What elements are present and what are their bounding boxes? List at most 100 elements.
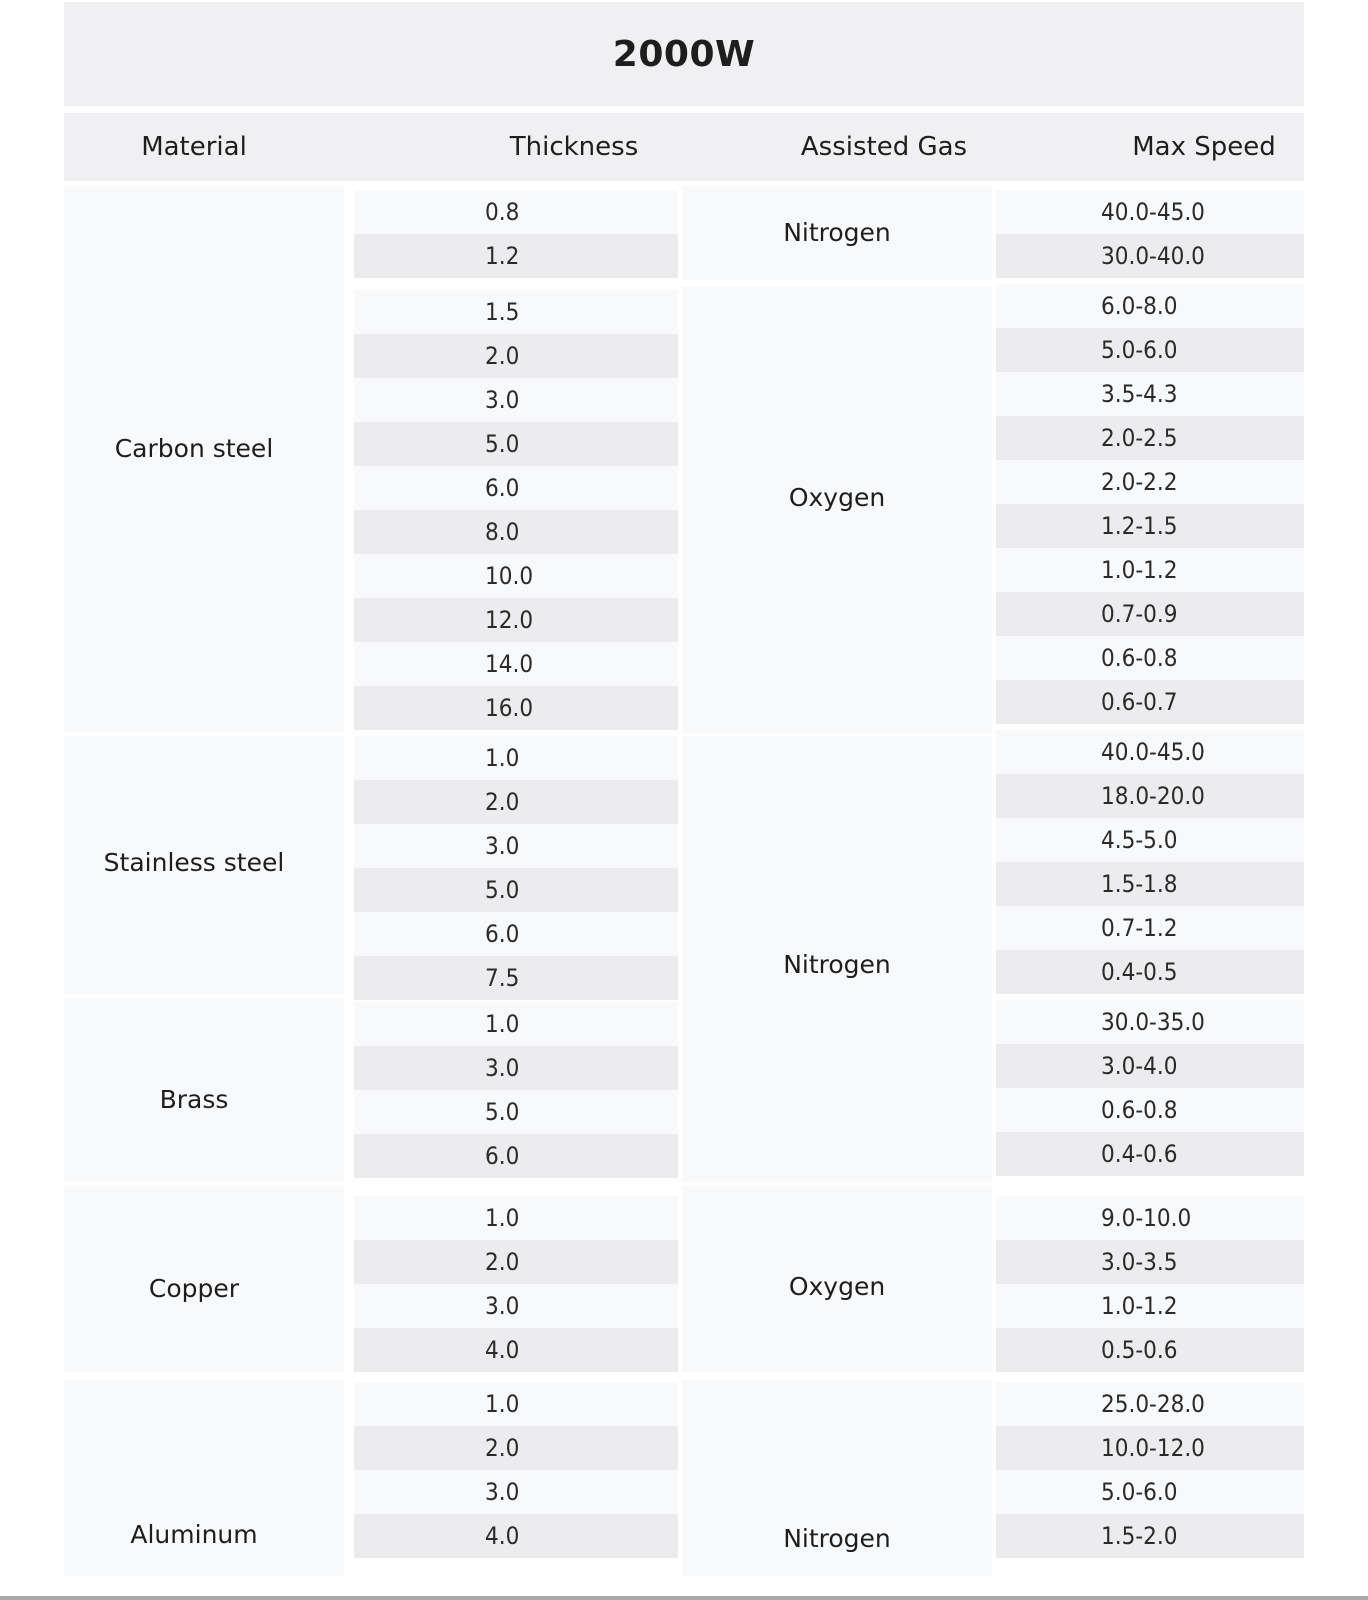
thickness-value: 6.0 [485, 920, 520, 948]
thickness-value: 4.0 [485, 1522, 520, 1550]
thickness-value: 1.0 [485, 1010, 520, 1038]
max-speed-value: 3.0-3.5 [1101, 1248, 1178, 1276]
max-speed-cell [996, 548, 1304, 592]
thickness-cell [354, 912, 678, 956]
max-speed-value: 30.0-40.0 [1101, 242, 1205, 270]
thickness-cell [354, 1328, 678, 1372]
thickness-value: 3.0 [485, 1292, 520, 1320]
thickness-cell [354, 466, 678, 510]
thickness-value: 0.8 [485, 198, 520, 226]
max-speed-value: 6.0-8.0 [1101, 292, 1178, 320]
thickness-cell [354, 378, 678, 422]
thickness-cell [354, 422, 678, 466]
thickness-value: 8.0 [485, 518, 520, 546]
max-speed-value: 30.0-35.0 [1101, 1008, 1205, 1036]
thickness-cell [354, 1514, 678, 1558]
gas-cell-nitrogen-3: Nitrogen [682, 1380, 992, 1576]
material-label: Carbon steel [114, 434, 274, 463]
table-header-row: Material Thickness Assisted Gas Max Spee… [64, 113, 1304, 181]
thickness-value: 3.0 [485, 1478, 520, 1506]
header-thickness: Thickness [509, 132, 639, 162]
gas-label: Nitrogen [783, 950, 891, 979]
thickness-value: 3.0 [485, 386, 520, 414]
max-speed-cell [996, 372, 1304, 416]
max-speed-cell [996, 504, 1304, 548]
header-material: Material [141, 132, 247, 162]
max-speed-value: 3.5-4.3 [1101, 380, 1178, 408]
bottom-divider [0, 1596, 1368, 1600]
material-label: Brass [159, 1085, 229, 1114]
thickness-cell [354, 1046, 678, 1090]
thickness-value: 2.0 [485, 1434, 520, 1462]
material-label: Copper [148, 1274, 240, 1303]
thickness-value: 3.0 [485, 1054, 520, 1082]
max-speed-cell [996, 190, 1304, 234]
max-speed-value: 1.0-1.2 [1101, 1292, 1178, 1320]
material-label: Stainless steel [103, 848, 285, 877]
max-speed-value: 9.0-10.0 [1101, 1204, 1192, 1232]
max-speed-cell [996, 1044, 1304, 1088]
gas-label: Oxygen [788, 483, 886, 512]
max-speed-cell [996, 1470, 1304, 1514]
thickness-cell [354, 510, 678, 554]
thickness-cell [354, 686, 678, 730]
max-speed-cell [996, 1382, 1304, 1426]
max-speed-value: 0.5-0.6 [1101, 1336, 1178, 1364]
max-speed-value: 18.0-20.0 [1101, 782, 1205, 810]
thickness-cell [354, 868, 678, 912]
thickness-cell [354, 598, 678, 642]
material-label: Aluminum [130, 1520, 258, 1549]
thickness-value: 7.5 [485, 964, 520, 992]
thickness-cell [354, 956, 678, 1000]
gas-cell-nitrogen-1: Nitrogen [682, 186, 992, 280]
thickness-cell [354, 1134, 678, 1178]
gas-label: Nitrogen [783, 218, 891, 247]
max-speed-value: 40.0-45.0 [1101, 198, 1205, 226]
max-speed-value: 0.4-0.5 [1101, 958, 1178, 986]
thickness-cell [354, 290, 678, 334]
material-cell-copper: Copper [64, 1186, 344, 1372]
thickness-value: 5.0 [485, 1098, 520, 1126]
max-speed-cell [996, 1000, 1304, 1044]
max-speed-cell [996, 1284, 1304, 1328]
max-speed-cell [996, 1240, 1304, 1284]
max-speed-cell [996, 234, 1304, 278]
table-title-bar: 2000W [64, 2, 1304, 106]
thickness-cell [354, 642, 678, 686]
thickness-value: 1.2 [485, 242, 520, 270]
thickness-cell [354, 1090, 678, 1134]
thickness-value: 14.0 [485, 650, 534, 678]
max-speed-cell [996, 1088, 1304, 1132]
max-speed-value: 0.6-0.7 [1101, 688, 1178, 716]
thickness-cell [354, 554, 678, 598]
max-speed-value: 0.7-0.9 [1101, 600, 1178, 628]
max-speed-value: 0.7-1.2 [1101, 914, 1178, 942]
max-speed-value: 5.0-6.0 [1101, 1478, 1178, 1506]
gas-cell-oxygen-1: Oxygen [682, 287, 992, 733]
thickness-value: 2.0 [485, 342, 520, 370]
thickness-cell [354, 190, 678, 234]
max-speed-cell [996, 730, 1304, 774]
max-speed-cell [996, 906, 1304, 950]
max-speed-cell [996, 460, 1304, 504]
max-speed-value: 0.6-0.8 [1101, 644, 1178, 672]
max-speed-cell [996, 284, 1304, 328]
max-speed-cell [996, 1426, 1304, 1470]
max-speed-cell [996, 1132, 1304, 1176]
thickness-cell [354, 824, 678, 868]
max-speed-value: 5.0-6.0 [1101, 336, 1178, 364]
thickness-value: 1.0 [485, 1204, 520, 1232]
thickness-cell [354, 1382, 678, 1426]
thickness-value: 2.0 [485, 788, 520, 816]
max-speed-cell [996, 1196, 1304, 1240]
thickness-cell [354, 334, 678, 378]
max-speed-value: 0.4-0.6 [1101, 1140, 1178, 1168]
thickness-cell [354, 1470, 678, 1514]
max-speed-value: 10.0-12.0 [1101, 1434, 1205, 1462]
material-cell-stainless-steel: Stainless steel [64, 736, 344, 994]
header-assisted-gas: Assisted Gas [800, 132, 968, 162]
material-cell-brass: Brass [64, 999, 344, 1181]
material-cell-carbon-steel: Carbon steel [64, 186, 344, 732]
thickness-value: 5.0 [485, 876, 520, 904]
thickness-cell [354, 1284, 678, 1328]
